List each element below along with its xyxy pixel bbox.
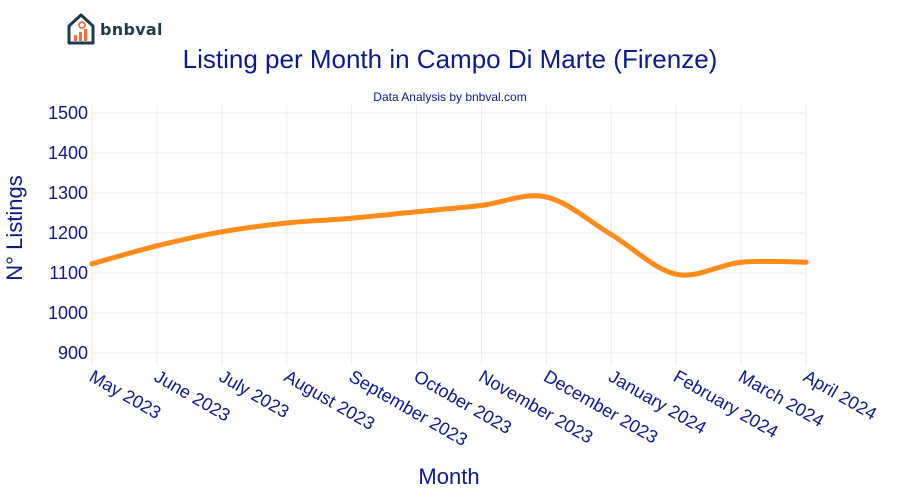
data-point	[803, 259, 809, 265]
house-chart-icon	[67, 13, 95, 45]
data-point	[414, 209, 420, 215]
y-axis-title: N° Listings	[2, 175, 27, 280]
y-tick-label: 1100	[49, 263, 88, 283]
data-point	[89, 261, 95, 267]
y-tick-label: 1000	[48, 303, 88, 323]
chart-subtitle: Data Analysis by bnbval.com	[373, 90, 527, 104]
y-tick-label: 1200	[48, 223, 88, 243]
x-tick-label: May 2023	[86, 366, 164, 423]
brand-name: bnbval	[100, 19, 163, 39]
series-line	[89, 193, 809, 278]
chart-title: Listing per Month in Campo Di Marte (Fir…	[182, 44, 718, 74]
brand-logo: bnbval	[66, 12, 163, 46]
data-point	[154, 243, 160, 249]
y-tick-label: 1400	[48, 143, 88, 163]
data-point	[738, 259, 744, 265]
data-point	[673, 271, 679, 277]
y-tick-label: 1300	[48, 183, 88, 203]
x-axis-title: Month	[418, 464, 479, 489]
series-layer	[89, 193, 809, 278]
y-tick-label: 1500	[48, 103, 88, 123]
data-point	[284, 220, 290, 226]
y-tick-label: 900	[58, 343, 88, 363]
x-tick-label: November 2023	[475, 366, 596, 447]
data-point	[543, 194, 549, 200]
y-axis-ticks: 900 1000 1100 1200 1300 1400 1500	[48, 103, 88, 363]
data-point	[349, 215, 355, 221]
data-point	[478, 202, 484, 208]
data-point	[608, 232, 614, 238]
x-tick-label: December 2023	[540, 366, 661, 447]
data-point	[219, 229, 225, 235]
